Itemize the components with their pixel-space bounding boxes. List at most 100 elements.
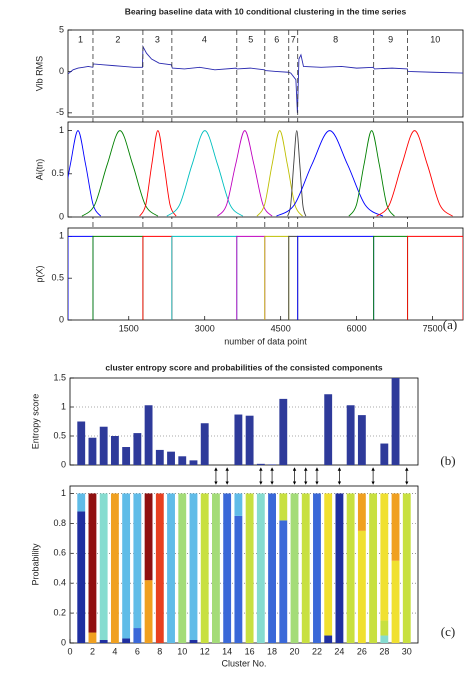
bar-segment <box>189 493 198 641</box>
bar-segment <box>234 515 243 643</box>
bar <box>391 378 400 465</box>
bar-segment <box>133 493 142 629</box>
bar-segment <box>200 493 209 643</box>
cluster-label: 1 <box>78 34 83 44</box>
bar-segment <box>178 493 187 643</box>
x-tick-label: 4 <box>112 646 117 656</box>
y-tick-label: 0.4 <box>53 578 66 588</box>
cluster-label: 3 <box>155 34 160 44</box>
bar <box>99 426 108 465</box>
plot-clip <box>68 130 453 217</box>
line-series <box>256 130 303 217</box>
cluster-label: 5 <box>248 34 253 44</box>
bar-segment <box>391 493 400 561</box>
x-tick-label: 16 <box>245 646 255 656</box>
bar-segment <box>245 493 254 643</box>
bar-segment <box>133 628 142 643</box>
line-series <box>68 44 463 113</box>
bar-segment <box>279 520 288 643</box>
x-tick-label: 24 <box>334 646 344 656</box>
bar-segment <box>324 635 333 643</box>
y-tick-label: 1 <box>59 231 64 241</box>
plot-area <box>67 29 464 118</box>
bar-segment <box>144 493 153 581</box>
y-axis-label: Vib RMS <box>34 56 44 91</box>
bar-segment <box>88 493 97 633</box>
bar-segment <box>99 640 108 643</box>
bar-segment <box>122 493 131 639</box>
bar <box>155 449 164 465</box>
bar-segment <box>324 493 333 636</box>
cluster-label: 9 <box>388 34 393 44</box>
panel-label: (a) <box>443 317 457 332</box>
line-series <box>166 130 244 217</box>
x-tick-label: 12 <box>200 646 210 656</box>
bar-segment <box>77 493 86 512</box>
bar-segment <box>380 493 389 621</box>
bar <box>122 447 131 465</box>
bar <box>88 437 97 465</box>
bar-segment <box>357 530 366 643</box>
y-tick-label: 0 <box>61 459 66 469</box>
bar-segment <box>189 640 198 643</box>
bar-segment <box>212 493 220 643</box>
bar-segment <box>77 511 86 643</box>
x-tick-label: 6 <box>135 646 140 656</box>
cluster-label: 10 <box>430 34 440 44</box>
bar-segment <box>256 493 265 643</box>
line-series <box>68 130 102 217</box>
bar <box>77 421 86 465</box>
y-tick-label: 0 <box>59 66 64 76</box>
bar <box>110 436 119 465</box>
bar-segment <box>144 580 153 643</box>
bar <box>167 451 175 465</box>
line-series <box>217 130 273 217</box>
y-tick-label: 0.5 <box>51 273 64 283</box>
y-tick-label: 0.5 <box>51 168 64 178</box>
panel-label: (b) <box>440 453 455 468</box>
y-tick-label: 1.5 <box>53 372 66 382</box>
bar-segment <box>155 493 164 643</box>
cluster-label: 4 <box>202 34 207 44</box>
chart-title: cluster entropy score and probabilities … <box>105 362 383 372</box>
bar <box>346 405 355 465</box>
y-tick-label: -5 <box>56 107 64 117</box>
bar-segment <box>313 493 321 643</box>
line-series <box>348 130 395 217</box>
y-tick-label: 1 <box>61 488 66 498</box>
plot-clip <box>68 235 463 320</box>
cluster-label: 7 <box>291 34 296 44</box>
y-tick-label: 0.5 <box>53 430 66 440</box>
x-tick-label: 14 <box>222 646 232 656</box>
bar <box>178 456 187 465</box>
line-series <box>139 130 177 217</box>
x-tick-label: 26 <box>357 646 367 656</box>
x-tick-label: 7500 <box>423 323 443 333</box>
bar <box>189 460 198 465</box>
x-axis-label: number of data point <box>224 336 307 346</box>
bar-segment <box>380 620 389 636</box>
bar-segment <box>301 493 310 643</box>
bar <box>245 415 254 465</box>
bar-segment <box>290 493 299 643</box>
line-series <box>287 130 307 217</box>
x-tick-label: 4500 <box>271 323 291 333</box>
y-tick-label: 0 <box>61 637 66 647</box>
bar-segment <box>391 560 400 643</box>
bar-segment <box>268 493 276 643</box>
bar-segment <box>369 493 378 643</box>
x-tick-label: 22 <box>312 646 322 656</box>
plot-area <box>67 227 464 321</box>
bar <box>279 398 288 465</box>
bar <box>144 405 153 465</box>
x-tick-label: 30 <box>402 646 412 656</box>
bar-segment <box>279 493 288 521</box>
bar <box>357 415 366 465</box>
y-tick-label: 0.8 <box>53 518 66 528</box>
bar <box>380 443 389 465</box>
y-tick-label: 5 <box>59 24 64 34</box>
y-tick-label: 0 <box>59 314 64 324</box>
bar-segment <box>357 493 366 531</box>
cluster-label: 8 <box>333 34 338 44</box>
